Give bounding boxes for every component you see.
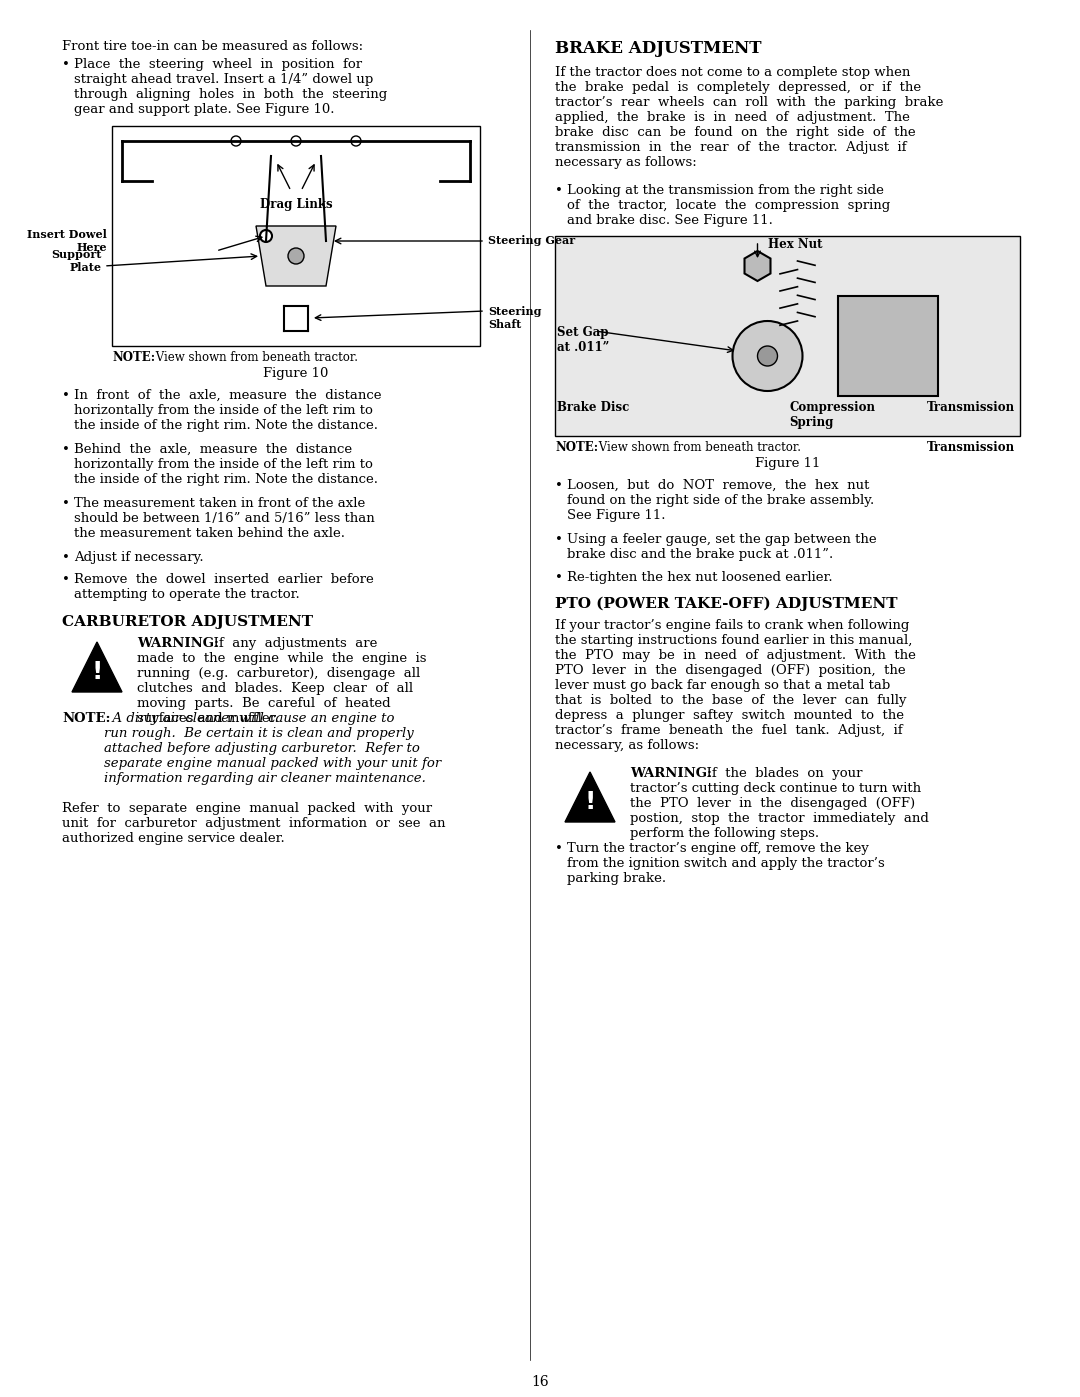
Text: Support
Plate: Support Plate [52,249,102,272]
Text: 16: 16 [531,1375,549,1389]
Text: Brake Disc: Brake Disc [557,401,630,414]
Text: PTO (POWER TAKE-OFF) ADJUSTMENT: PTO (POWER TAKE-OFF) ADJUSTMENT [555,597,897,612]
Text: Front tire toe-in can be measured as follows:: Front tire toe-in can be measured as fol… [62,41,363,53]
Text: •: • [62,550,70,564]
Text: NOTE:: NOTE: [62,712,110,725]
Text: WARNING:: WARNING: [137,637,219,650]
Text: •: • [62,443,70,455]
Text: Loosen,  but  do  NOT  remove,  the  hex  nut
found on the right side of the bra: Loosen, but do NOT remove, the hex nut f… [567,479,874,522]
Text: Adjust if necessary.: Adjust if necessary. [75,550,204,564]
Text: Place  the  steering  wheel  in  position  for
straight ahead travel. Insert a 1: Place the steering wheel in position for… [75,59,388,116]
Text: If  any  adjustments  are: If any adjustments are [205,637,377,650]
Text: •: • [62,497,70,510]
Circle shape [231,136,241,147]
Text: Drag Links: Drag Links [259,198,333,211]
Text: •: • [555,534,563,546]
Circle shape [732,321,802,391]
Text: •: • [62,388,70,402]
Text: Compression
Spring: Compression Spring [789,401,876,429]
Polygon shape [565,773,615,821]
Text: Insert Dowel
Here: Insert Dowel Here [27,229,107,253]
Polygon shape [744,251,770,281]
Text: •: • [62,573,70,585]
Text: View shown from beneath tractor.: View shown from beneath tractor. [152,351,357,365]
Text: View shown from beneath tractor.: View shown from beneath tractor. [595,441,801,454]
Polygon shape [72,643,122,692]
Text: •: • [555,184,563,197]
Circle shape [757,346,778,366]
Text: The measurement taken in front of the axle
should be between 1/16” and 5/16” les: The measurement taken in front of the ax… [75,497,375,541]
Text: If your tractor’s engine fails to crank when following
the starting instructions: If your tractor’s engine fails to crank … [555,619,916,752]
Text: Figure 10: Figure 10 [264,367,328,380]
Text: Set Gap
at .011”: Set Gap at .011” [557,326,609,353]
Bar [112,126,480,346]
Circle shape [260,231,272,242]
Text: Transmission: Transmission [927,441,1015,454]
Text: Figure 11: Figure 11 [755,457,820,469]
Text: A dirty air cleaner will cause an engine to
run rough.  Be certain it is clean a: A dirty air cleaner will cause an engine… [104,712,442,785]
Bar [837,296,937,395]
Text: Re-tighten the hex nut loosened earlier.: Re-tighten the hex nut loosened earlier. [567,571,833,584]
Text: Turn the tractor’s engine off, remove the key
from the ignition switch and apply: Turn the tractor’s engine off, remove th… [567,842,885,886]
Text: Hex Nut: Hex Nut [768,237,822,251]
Text: BRAKE ADJUSTMENT: BRAKE ADJUSTMENT [555,41,761,57]
Text: !: ! [92,659,103,685]
Text: •: • [555,842,563,855]
Text: •: • [555,571,563,584]
Text: Steering Gear: Steering Gear [488,236,576,246]
Text: Looking at the transmission from the right side
of  the  tractor,  locate  the  : Looking at the transmission from the rig… [567,184,890,226]
Text: tractor’s cutting deck continue to turn with
the  PTO  lever  in  the  disengage: tractor’s cutting deck continue to turn … [630,782,929,840]
Text: Steering
Shaft: Steering Shaft [488,306,541,330]
Text: Refer  to  separate  engine  manual  packed  with  your
unit  for  carburetor  a: Refer to separate engine manual packed w… [62,802,446,845]
Circle shape [291,136,301,147]
Text: Remove  the  dowel  inserted  earlier  before
attempting to operate the tractor.: Remove the dowel inserted earlier before… [75,573,374,601]
Text: NOTE:: NOTE: [112,351,156,365]
Text: Using a feeler gauge, set the gap between the
brake disc and the brake puck at .: Using a feeler gauge, set the gap betwee… [567,534,877,562]
Text: If the tractor does not come to a complete stop when
the  brake  pedal  is  comp: If the tractor does not come to a comple… [555,66,943,169]
Polygon shape [256,226,336,286]
Text: NOTE:: NOTE: [555,441,598,454]
Text: If  the  blades  on  your: If the blades on your [698,767,863,780]
Text: In  front  of  the  axle,  measure  the  distance
horizontally from the inside o: In front of the axle, measure the distan… [75,388,381,432]
Bar [555,236,1020,436]
Text: •: • [555,479,563,492]
Text: Behind  the  axle,  measure  the  distance
horizontally from the inside of the l: Behind the axle, measure the distance ho… [75,443,378,486]
Text: Transmission: Transmission [927,401,1015,414]
Text: •: • [62,59,70,71]
Text: !: ! [584,789,596,814]
Circle shape [288,249,303,264]
Circle shape [351,136,361,147]
Text: CARBURETOR ADJUSTMENT: CARBURETOR ADJUSTMENT [62,615,313,629]
Text: made  to  the  engine  while  the  engine  is
running  (e.g.  carburetor),  dise: made to the engine while the engine is r… [137,652,427,725]
Text: WARNING:: WARNING: [630,767,712,780]
